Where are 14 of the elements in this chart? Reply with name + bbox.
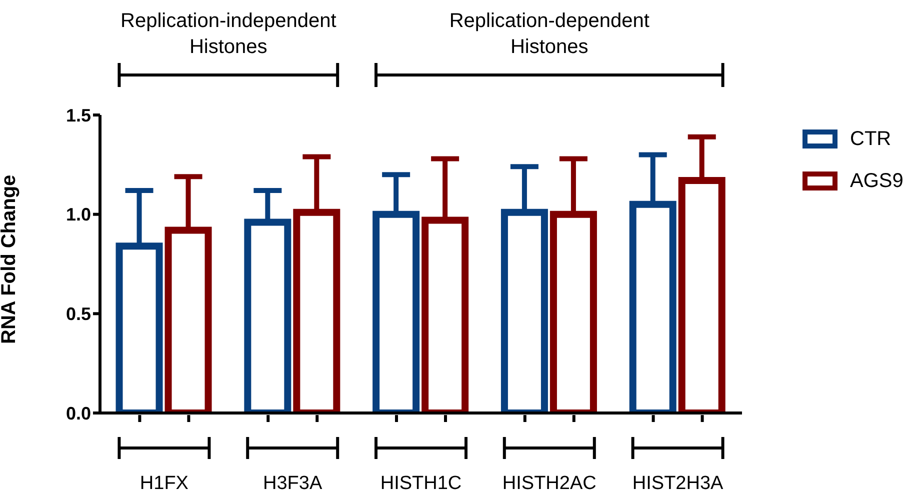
legend-label: CTR [850,128,892,150]
text: Replication-independent Histones [120,9,338,60]
y-tick-label: 1.0 [66,204,91,225]
x-tick-label: HISTH2AC [502,473,596,491]
x-tick-label: HIST2H3A [632,473,724,491]
legend-label: AGS9 [850,170,904,192]
y-tick-label: 0.5 [66,304,91,324]
x-tick-label: H1FX [140,473,189,491]
x-tick-label: HISTH1C [380,473,462,491]
y-axis-title: RNA Fold Change [0,174,20,344]
y-tick-label: 0.0 [66,403,91,424]
y-tick-label: 1.5 [66,105,91,126]
x-tick-label: H3F3A [263,473,322,491]
text: Replication-dependent Histones [448,9,650,60]
